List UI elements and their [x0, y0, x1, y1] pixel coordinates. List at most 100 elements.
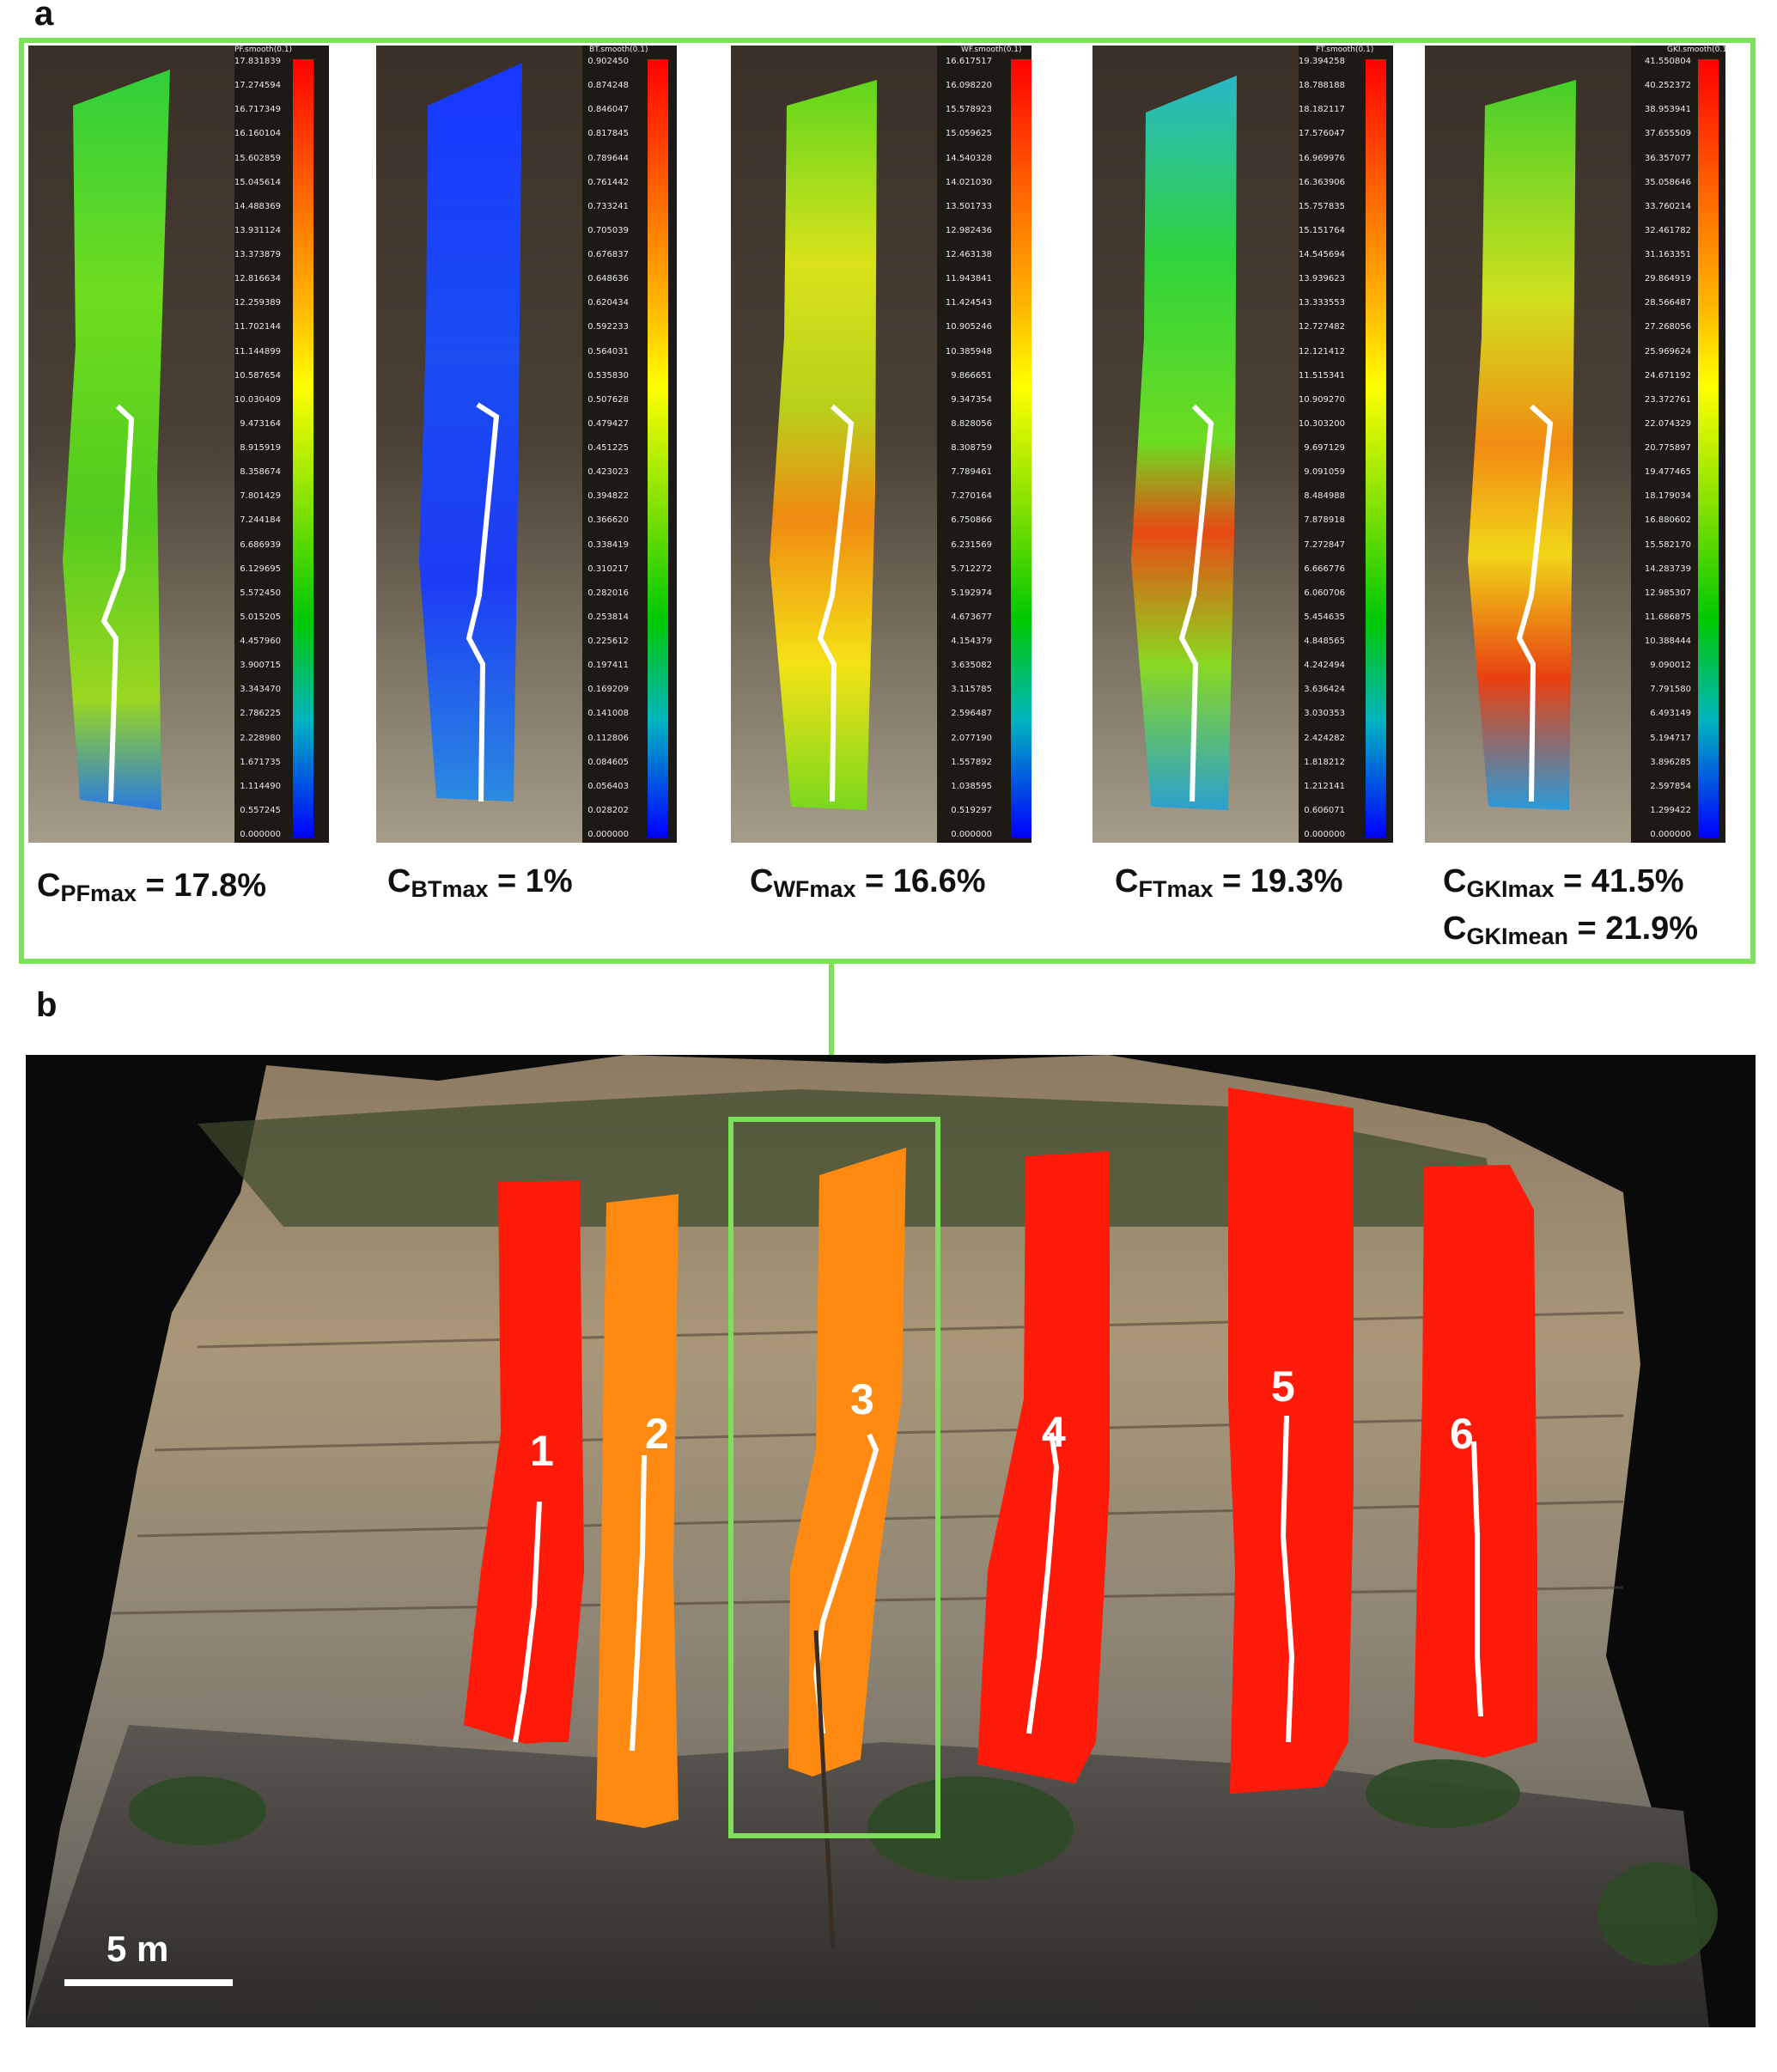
bt-colorbar-title: BT.smooth(0.1) — [589, 46, 648, 54]
bt-colorbar — [648, 59, 668, 838]
gki-max-metric: CGKImax = 41.5% — [1443, 863, 1684, 902]
colorbar-tick-label: 2.077190 — [951, 733, 992, 743]
colorbar-tick-label: 17.831839 — [234, 57, 281, 66]
colorbar-tick-label: 3.343470 — [240, 685, 281, 695]
colorbar-tick-label: 0.902450 — [587, 57, 629, 66]
colorbar-tick-label: 0.620434 — [587, 298, 629, 308]
colorbar-tick-label: 14.540328 — [945, 153, 992, 163]
ft-cloud-panel: FT.smooth(0.1) 19.394258 18.788188 18.1821… — [1092, 46, 1393, 843]
ft-colorbar-title: FT.smooth(0.1) — [1316, 46, 1374, 54]
colorbar-tick-label: 13.939623 — [1298, 274, 1345, 284]
colorbar-tick-label: 0.366620 — [587, 515, 629, 526]
colorbar-tick-label: 0.282016 — [587, 588, 629, 598]
strip-label-2: 2 — [645, 1410, 669, 1458]
colorbar-tick-label: 11.424543 — [945, 298, 992, 308]
colorbar-tick-label: 0.423023 — [587, 467, 629, 478]
colorbar-tick-label: 19.394258 — [1298, 57, 1345, 66]
gki-cloud-panel: GKI.smooth(0.1) 41.550804 40.252372 38.953… — [1425, 46, 1725, 843]
colorbar-tick-label: 10.388444 — [1644, 637, 1691, 646]
colorbar-tick-label: 10.030409 — [234, 394, 281, 405]
colorbar-tick-label: 16.717349 — [234, 105, 281, 115]
colorbar-tick-label: 37.655509 — [1644, 129, 1691, 139]
colorbar-tick-label: 0.676837 — [587, 250, 629, 259]
colorbar-tick-label: 2.228980 — [240, 733, 281, 743]
colorbar-tick-label: 11.686875 — [1644, 612, 1691, 622]
colorbar-tick-label: 6.686939 — [240, 539, 281, 550]
pf-colorbar-title: PF.smooth(0.1) — [234, 46, 293, 54]
colorbar-tick-label: 36.357077 — [1644, 153, 1691, 163]
colorbar-tick-label: 15.757835 — [1298, 201, 1345, 211]
colorbar-tick-label: 27.268056 — [1644, 322, 1691, 332]
colorbar-tick-label: 2.597854 — [1650, 781, 1691, 791]
colorbar-tick-label: 6.231569 — [951, 539, 992, 550]
colorbar-tick-label: 4.848565 — [1304, 637, 1345, 646]
wf-colorbar — [1011, 59, 1032, 838]
pf-colorbar-ticks: 17.831839 17.274594 16.717349 16.160104 15.6… — [219, 58, 281, 839]
colorbar-tick-label: 7.272847 — [1304, 539, 1345, 550]
colorbar-tick-label: 8.308759 — [951, 443, 992, 453]
colorbar-tick-label: 0.535830 — [587, 370, 629, 381]
colorbar-tick-label: 4.673677 — [951, 612, 992, 622]
pf-max-metric: CPFmax = 17.8% — [37, 868, 267, 906]
colorbar-tick-label: 6.129695 — [240, 564, 281, 574]
colorbar-tick-label: 6.750866 — [951, 515, 992, 526]
colorbar-tick-label: 13.931124 — [234, 225, 281, 235]
colorbar-tick-label: 0.451225 — [587, 443, 629, 453]
gki-colorbar-title: GKI.smooth(0.1) — [1667, 46, 1725, 54]
colorbar-tick-label: 17.576047 — [1298, 129, 1345, 139]
colorbar-tick-label: 5.454635 — [1304, 612, 1345, 622]
colorbar-tick-label: 0.648636 — [587, 274, 629, 284]
scale-bar-label: 5 m — [106, 1929, 169, 1969]
colorbar-tick-label: 8.828056 — [951, 418, 992, 429]
colorbar-tick-label: 25.969624 — [1644, 346, 1691, 357]
colorbar-tick-label: 7.270164 — [951, 491, 992, 502]
colorbar-tick-label: 0.705039 — [587, 225, 629, 235]
colorbar-tick-label: 15.059625 — [945, 129, 992, 139]
colorbar-tick-label: 23.372761 — [1644, 394, 1691, 405]
colorbar-tick-label: 0.519297 — [951, 805, 992, 815]
gki-mean-metric: CGKImean = 21.9% — [1443, 911, 1699, 949]
colorbar-tick-label: 18.179034 — [1644, 491, 1691, 502]
colorbar-tick-label: 5.572450 — [240, 588, 281, 598]
colorbar-tick-label: 2.786225 — [240, 709, 281, 719]
colorbar-tick-label: 1.299422 — [1650, 805, 1691, 815]
colorbar-tick-label: 28.566487 — [1644, 298, 1691, 308]
colorbar-tick-label: 13.501733 — [945, 201, 992, 211]
colorbar-tick-label: 17.274594 — [234, 81, 281, 91]
colorbar-tick-label: 0.338419 — [587, 539, 629, 550]
colorbar-tick-label: 12.463138 — [945, 250, 992, 259]
colorbar-tick-label: 33.760214 — [1644, 201, 1691, 211]
colorbar-tick-label: 7.878918 — [1304, 515, 1345, 526]
colorbar-tick-label: 3.030353 — [1304, 709, 1345, 719]
colorbar-tick-label: 38.953941 — [1644, 105, 1691, 115]
colorbar-tick-label: 18.788188 — [1298, 81, 1345, 91]
colorbar-tick-label: 1.114490 — [240, 781, 281, 791]
colorbar-tick-label: 3.115785 — [951, 685, 992, 695]
colorbar-tick-label: 18.182117 — [1298, 105, 1345, 115]
colorbar-tick-label: 12.121412 — [1298, 346, 1345, 357]
colorbar-tick-label: 10.385948 — [945, 346, 992, 357]
colorbar-tick-label: 5.194717 — [1650, 733, 1691, 743]
colorbar-tick-label: 1.671735 — [240, 757, 281, 767]
gki-colorbar — [1698, 59, 1719, 838]
colorbar-tick-label: 0.394822 — [587, 491, 629, 502]
colorbar-tick-label: 0.310217 — [587, 564, 629, 574]
colorbar-tick-label: 0.846047 — [587, 105, 629, 115]
colorbar-tick-label: 16.363906 — [1298, 177, 1345, 187]
colorbar-tick-label: 10.303200 — [1298, 418, 1345, 429]
colorbar-tick-label: 1.557892 — [951, 757, 992, 767]
colorbar-tick-label: 0.592233 — [587, 322, 629, 332]
panel-b-label: b — [36, 986, 58, 1024]
colorbar-tick-label: 0.000000 — [587, 830, 629, 839]
colorbar-tick-label: 11.943841 — [945, 274, 992, 284]
colorbar-tick-label: 3.636424 — [1304, 685, 1345, 695]
colorbar-tick-label: 0.056403 — [587, 781, 629, 791]
ft-cloud-image — [1092, 46, 1299, 843]
colorbar-tick-label: 7.791580 — [1650, 685, 1691, 695]
colorbar-tick-label: 0.606071 — [1304, 805, 1345, 815]
colorbar-tick-label: 1.212141 — [1304, 781, 1345, 791]
cliff-scene-image — [26, 1055, 1718, 2027]
colorbar-tick-label: 4.154379 — [951, 637, 992, 646]
colorbar-tick-label: 11.515341 — [1298, 370, 1345, 381]
colorbar-tick-label: 10.905246 — [945, 322, 992, 332]
